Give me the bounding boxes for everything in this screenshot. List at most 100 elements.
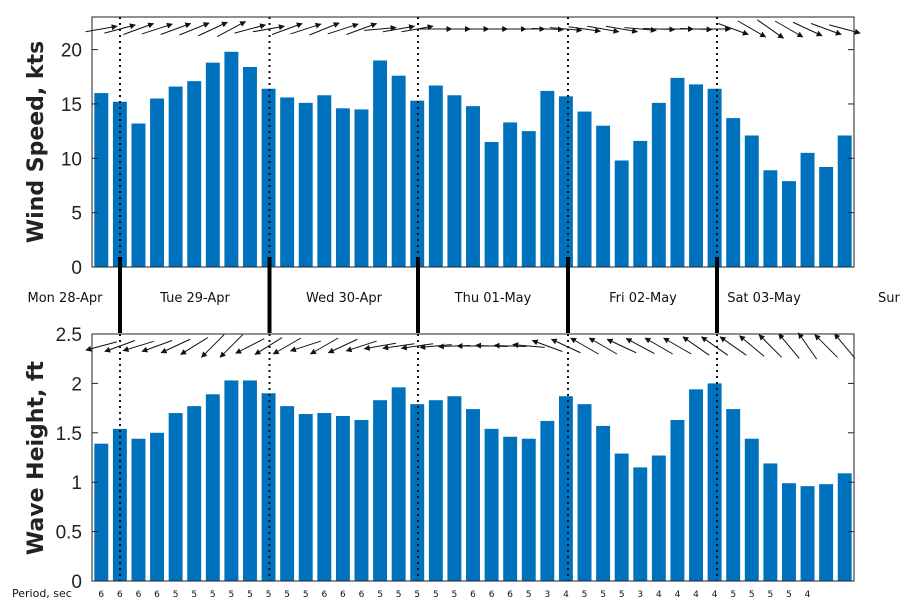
wave-bar (651, 455, 666, 581)
wave-height-panel: 0 0.5 1 1.5 2 2.5 Wave Height, ft (24, 325, 856, 593)
period-value: 5 (303, 590, 309, 600)
wave-tick-label: 1 (71, 473, 82, 494)
wave-bar (744, 438, 759, 581)
wind-bar (596, 125, 611, 267)
wave-bar (447, 396, 462, 581)
wave-direction-arrow (309, 337, 339, 355)
wave-direction-arrow (644, 337, 673, 355)
wave-bar (614, 453, 629, 581)
period-value: 5 (229, 590, 235, 600)
period-value: 3 (544, 590, 550, 600)
wave-bar (150, 432, 165, 581)
wave-bar (205, 394, 220, 581)
wave-direction-arrow (382, 343, 415, 351)
wind-bar (577, 111, 592, 267)
period-value: 6 (98, 590, 104, 600)
period-value: 3 (637, 590, 643, 600)
wave-bar (410, 404, 425, 581)
wind-direction-arrow (756, 19, 784, 39)
wave-bar (596, 425, 611, 581)
wave-bar (800, 486, 815, 581)
wind-bar (651, 102, 666, 268)
wind-direction-arrow (364, 25, 397, 32)
period-value: 5 (768, 590, 774, 600)
wave-direction-arrow (512, 342, 545, 349)
wave-bar (633, 467, 648, 581)
wind-direction-arrow (624, 26, 657, 33)
wind-y-axis-label: Wind Speed, kts (24, 41, 49, 243)
period-value: 6 (136, 590, 142, 600)
wind-direction-arrow (271, 22, 303, 35)
period-value: 5 (730, 590, 736, 600)
period-value: 6 (489, 590, 495, 600)
wind-bar (317, 95, 332, 267)
wave-tick-label: 0.5 (56, 523, 82, 544)
wind-direction-arrow (141, 22, 173, 35)
wind-tick-label: 15 (61, 95, 82, 116)
day-label: Sun (878, 291, 900, 306)
wind-bar (224, 51, 239, 267)
wave-direction-arrow (493, 342, 527, 349)
wave-direction-arrow (778, 333, 800, 359)
wave-direction-arrow (663, 337, 692, 355)
day-label: Wed 30-Apr (306, 291, 383, 306)
wind-direction-arrow (810, 23, 842, 36)
wind-direction-arrow (774, 20, 804, 38)
wind-bar (521, 131, 536, 267)
period-value: 4 (675, 590, 681, 600)
period-value: 5 (452, 590, 458, 600)
wind-bar (781, 181, 796, 267)
wave-bar (243, 380, 257, 581)
wind-speed-bars (94, 51, 852, 268)
wind-direction-arrow (382, 24, 416, 33)
wave-bar (280, 406, 295, 581)
wind-bar (466, 106, 480, 267)
wave-direction-arrow (180, 337, 209, 355)
period-value: 4 (693, 590, 699, 600)
wave-direction-arrow (531, 339, 563, 352)
wind-bar (447, 95, 462, 267)
wave-bar (335, 416, 350, 581)
wind-direction-arrow (217, 21, 247, 37)
wind-bar (726, 118, 741, 267)
wind-bar (707, 88, 722, 268)
wave-direction-arrow (85, 341, 117, 352)
wind-direction-arrow (737, 20, 767, 38)
period-value: 5 (619, 590, 625, 600)
wave-bar (317, 413, 332, 581)
wind-direction-arrow (346, 22, 378, 35)
wave-tick-label: 1.5 (56, 424, 82, 445)
wind-bar (689, 84, 703, 267)
wind-direction-arrow (717, 23, 749, 36)
wave-bar (391, 387, 406, 581)
wave-direction-arrow (606, 338, 637, 354)
wind-direction-arrow (531, 26, 564, 33)
wind-bar (112, 101, 127, 267)
period-value: 4 (805, 590, 811, 600)
wind-direction-arrow (605, 25, 639, 34)
wave-bar (837, 473, 852, 581)
wind-bar (298, 102, 313, 268)
wave-direction-arrow (122, 340, 154, 352)
wind-bar (205, 62, 220, 268)
wave-bar (558, 396, 573, 581)
wind-bar (354, 109, 369, 267)
wave-bar (484, 428, 499, 581)
wave-direction-arrow (758, 334, 783, 358)
wind-direction-arrow (179, 22, 210, 36)
wave-bar (94, 443, 109, 581)
period-value: 4 (656, 590, 662, 600)
wind-speed-panel: 0 5 10 15 20 Wind Speed, kts (24, 16, 861, 279)
wave-direction-arrow (475, 342, 508, 349)
wave-tick-label: 2 (71, 374, 82, 395)
wind-bar (558, 96, 573, 267)
wave-bar (298, 414, 313, 581)
period-value: 5 (284, 590, 290, 600)
wind-bar (373, 60, 388, 268)
wind-bar (428, 85, 443, 267)
wind-bar (391, 75, 406, 267)
wave-direction-arrow (588, 337, 618, 355)
period-title: Period, sec (12, 587, 72, 600)
wave-bar (112, 428, 127, 581)
